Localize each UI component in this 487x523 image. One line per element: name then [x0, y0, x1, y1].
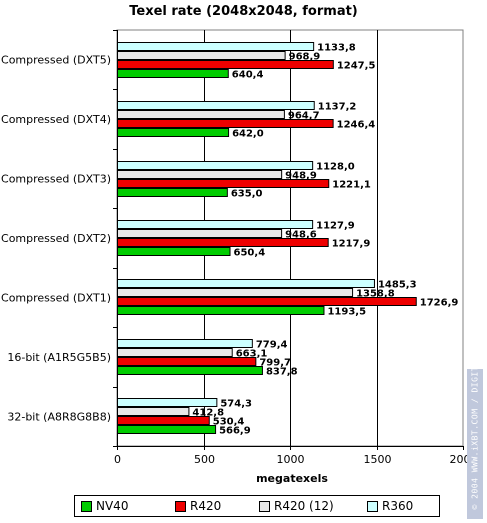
- bar-r420-16-bit-a1r5g5b5: [117, 357, 257, 366]
- bar-r420-12-compressed-dxt1: [117, 288, 354, 297]
- category-label: 16-bit (A1R5G5B5): [7, 351, 111, 364]
- bar-r420-12-compressed-dxt3: [117, 170, 283, 179]
- data-label-r420: 1217,9: [332, 239, 371, 250]
- data-label-r420: 1247,5: [337, 61, 376, 72]
- bar-r420-12-compressed-dxt2: [117, 229, 283, 238]
- data-label-nv40: 642,0: [232, 129, 264, 140]
- bar-r420-12-compressed-dxt4: [117, 110, 285, 119]
- data-label-nv40: 650,4: [234, 248, 266, 259]
- data-label-r420-12: 663,1: [236, 349, 268, 360]
- legend-swatch-r420: [175, 500, 186, 512]
- data-label-r360: 779,4: [256, 340, 288, 351]
- bar-r360-32-bit-a8r8g8b8: [117, 398, 218, 407]
- legend: NV40 R420 R420 (12) R360: [74, 495, 440, 517]
- data-label-r420: 1221,1: [332, 180, 371, 191]
- bar-r420-compressed-dxt5: [117, 60, 334, 69]
- bar-nv40-compressed-dxt2: [117, 247, 231, 256]
- x-tick-label: 1500: [364, 453, 392, 466]
- bar-nv40-compressed-dxt4: [117, 128, 230, 137]
- data-label-nv40: 640,4: [232, 70, 264, 81]
- bar-r420-compressed-dxt1: [117, 297, 417, 306]
- data-label-r360: 1128,0: [316, 162, 355, 173]
- bar-nv40-compressed-dxt1: [117, 306, 325, 315]
- legend-swatch-r420-12: [259, 500, 270, 512]
- x-tick-label: 0: [114, 453, 121, 466]
- data-label-nv40: 566,9: [219, 426, 251, 437]
- bar-r360-compressed-dxt3: [117, 161, 314, 170]
- chart-title: Texel rate (2048x2048, format): [129, 4, 358, 19]
- legend-item-r420: R420: [175, 499, 221, 513]
- bar-r360-16-bit-a1r5g5b5: [117, 339, 253, 348]
- legend-label-r420-12: R420 (12): [274, 499, 334, 513]
- bar-r360-compressed-dxt1: [117, 279, 375, 288]
- data-label-r420-12: 948,9: [285, 171, 317, 182]
- bar-r420-32-bit-a8r8g8b8: [117, 416, 210, 425]
- watermark-text: © 2004 WWW.iXBT.COM / DIGIT-LIFE.COM: [470, 369, 480, 510]
- legend-swatch-r360: [367, 500, 378, 512]
- bar-nv40-compressed-dxt3: [117, 188, 228, 197]
- bar-r420-compressed-dxt3: [117, 179, 330, 188]
- bar-r420-12-16-bit-a1r5g5b5: [117, 348, 233, 357]
- bar-r420-12-32-bit-a8r8g8b8: [117, 407, 190, 416]
- data-label-r420: 1246,4: [337, 120, 376, 131]
- category-label: Compressed (DXT3): [1, 173, 111, 186]
- data-label-r420-12: 412,8: [192, 408, 224, 419]
- legend-item-nv40: NV40: [81, 499, 128, 513]
- data-label-r360: 574,3: [220, 399, 252, 410]
- data-label-r420-12: 1358,8: [356, 289, 395, 300]
- bar-r420-compressed-dxt4: [117, 119, 334, 128]
- watermark: © 2004 WWW.iXBT.COM / DIGIT-LIFE.COM: [467, 369, 483, 519]
- x-tick-label: 500: [194, 453, 215, 466]
- data-label-r420: 799,7: [259, 358, 291, 369]
- data-label-r420-12: 968,9: [289, 52, 321, 63]
- data-label-nv40: 635,0: [231, 189, 263, 200]
- legend-label-r420: R420: [190, 499, 222, 513]
- data-label-r420-12: 964,7: [288, 111, 320, 122]
- bar-r360-compressed-dxt4: [117, 101, 315, 110]
- data-label-r360: 1133,8: [317, 43, 356, 54]
- legend-label-r360: R360: [382, 499, 414, 513]
- bar-nv40-compressed-dxt5: [117, 69, 229, 78]
- x-axis-label: megatexels: [256, 472, 328, 485]
- bar-nv40-16-bit-a1r5g5b5: [117, 366, 263, 375]
- category-label: Compressed (DXT2): [1, 232, 111, 245]
- x-tick-label: 1000: [277, 453, 305, 466]
- data-label-r360: 1137,2: [318, 102, 357, 113]
- legend-item-r420-12: R420 (12): [259, 499, 334, 513]
- bar-r360-compressed-dxt5: [117, 42, 315, 51]
- data-label-nv40: 837,8: [266, 367, 298, 378]
- data-label-r360: 1127,9: [316, 221, 355, 232]
- data-label-r420: 530,4: [213, 417, 245, 428]
- data-label-r420: 1726,9: [420, 298, 459, 309]
- bar-r420-compressed-dxt2: [117, 238, 329, 247]
- data-label-r420-12: 948,6: [285, 230, 317, 241]
- legend-item-r360: R360: [367, 499, 413, 513]
- category-label: Compressed (DXT1): [1, 291, 111, 304]
- legend-label-nv40: NV40: [96, 499, 129, 513]
- category-label: 32-bit (A8R8G8B8): [7, 410, 111, 423]
- category-label: Compressed (DXT4): [1, 113, 111, 126]
- data-label-r360: 1485,3: [378, 280, 417, 291]
- category-label: Compressed (DXT5): [1, 54, 111, 67]
- bar-r360-compressed-dxt2: [117, 220, 314, 229]
- data-label-nv40: 1193,5: [327, 307, 366, 318]
- bar-nv40-32-bit-a8r8g8b8: [117, 425, 217, 434]
- legend-swatch-nv40: [81, 500, 92, 512]
- bar-r420-12-compressed-dxt5: [117, 51, 286, 60]
